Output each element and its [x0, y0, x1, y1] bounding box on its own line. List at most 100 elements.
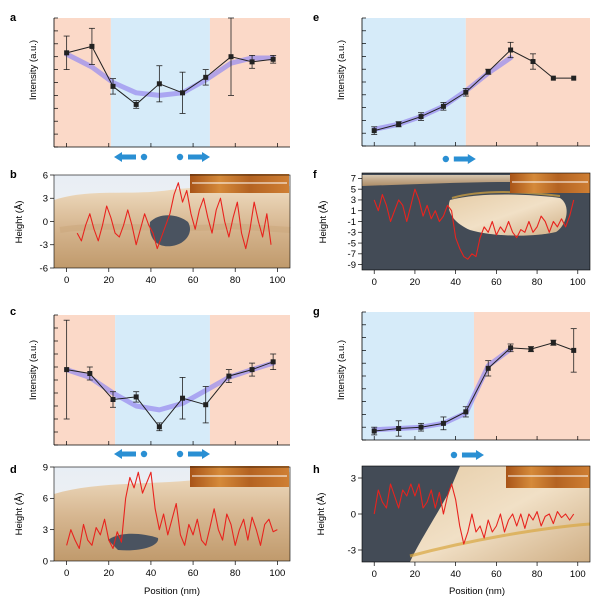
arrow-right-e [453, 154, 476, 164]
y-tick-label-d-1: 3 [43, 525, 48, 536]
y-tick-label-d-2: 6 [43, 494, 48, 505]
region-g-1 [473, 312, 590, 440]
x-tick-label-h-2: 40 [450, 569, 461, 580]
data-point-g-9 [571, 347, 577, 353]
region-c-0 [54, 315, 116, 445]
x-tick-label-f-4: 80 [532, 277, 543, 288]
data-point-e-1 [396, 121, 402, 127]
x-tick-label-h-5: 100 [570, 569, 586, 580]
height-trace-d [66, 471, 278, 550]
fit-curve-a [64, 51, 276, 98]
arrow-dot-e-0 [442, 155, 450, 163]
y-tick-label-f-7: 5 [351, 184, 356, 195]
region-c-1 [115, 315, 210, 445]
x-tick-label-f-0: 0 [372, 277, 377, 288]
data-point-c-9 [270, 359, 276, 365]
data-point-g-8 [550, 340, 556, 346]
panel-letter-f: f [313, 169, 317, 181]
data-point-c-0 [64, 367, 70, 373]
arrow-left-a [114, 152, 136, 162]
y-tick-label-b-1: -3 [40, 240, 48, 251]
y-tick-label-f-4: -1 [348, 217, 356, 228]
x-axis-title-d: Position (nm) [144, 586, 200, 597]
x-tick-label-b-5: 100 [269, 275, 285, 286]
y-tick-label-b-3: 3 [43, 194, 48, 205]
region-g-0 [362, 312, 474, 440]
x-tick-label-b-0: 0 [64, 275, 69, 286]
y-tick-label-f-1: -7 [348, 249, 356, 260]
x-tick-label-b-4: 80 [230, 275, 241, 286]
data-point-c-6 [203, 402, 209, 408]
y-tick-label-h-0: -3 [348, 545, 356, 556]
x-tick-label-b-1: 20 [103, 275, 114, 286]
x-tick-label-d-4: 80 [230, 568, 241, 579]
data-point-a-9 [270, 56, 276, 62]
region-a-2 [209, 18, 290, 147]
height-trace-b [76, 182, 272, 250]
y-axis-title-c: Intensity (a.u.) [28, 340, 39, 400]
data-point-g-7 [528, 346, 534, 352]
data-point-a-7 [228, 54, 234, 60]
y-tick-label-f-3: -3 [348, 228, 356, 239]
panel-letter-a: a [10, 12, 17, 24]
arrow-right-a [188, 152, 210, 162]
x-tick-label-h-4: 80 [532, 569, 543, 580]
y-axis-title-b: Height (Å) [14, 201, 25, 244]
arrow-right-c [188, 449, 210, 459]
data-point-c-5 [180, 395, 186, 401]
data-point-e-7 [530, 59, 536, 65]
data-point-e-8 [550, 75, 556, 81]
arrow-dot-g-0 [450, 451, 458, 459]
fit-curve-c [64, 360, 276, 413]
x-axis-title-h: Position (nm) [449, 586, 505, 597]
data-point-g-1 [396, 425, 402, 431]
height-trace-f [373, 188, 575, 260]
x-tick-label-d-3: 60 [188, 568, 199, 579]
surface-render-d [54, 467, 290, 561]
x-tick-label-b-3: 60 [188, 275, 199, 286]
y-axis-title-e: Intensity (a.u.) [336, 40, 347, 100]
arrow-right-g [461, 450, 484, 460]
region-e-1 [465, 18, 590, 146]
data-point-e-4 [463, 89, 469, 95]
y-tick-label-f-5: 1 [351, 206, 356, 217]
panel-letter-c: c [10, 306, 16, 318]
x-tick-label-f-5: 100 [570, 277, 586, 288]
data-point-e-6 [508, 47, 514, 53]
data-point-a-8 [249, 59, 255, 65]
data-point-e-9 [571, 75, 577, 81]
data-point-e-2 [418, 114, 424, 120]
y-axis-title-g: Intensity (a.u.) [336, 340, 347, 400]
data-line-g [374, 342, 574, 432]
panel-letter-d: d [10, 464, 17, 476]
x-tick-label-d-2: 40 [146, 568, 157, 579]
data-point-e-0 [371, 128, 377, 134]
data-point-e-5 [485, 69, 491, 75]
data-point-a-2 [110, 83, 116, 89]
data-point-g-4 [463, 409, 469, 415]
arrow-dot-c-0 [140, 450, 148, 458]
panel-a [53, 17, 290, 162]
data-point-a-5 [180, 90, 186, 96]
arrow-dot-a-1 [176, 153, 184, 161]
data-point-c-7 [226, 373, 232, 379]
x-tick-label-d-5: 100 [269, 568, 285, 579]
x-tick-label-d-0: 0 [64, 568, 69, 579]
data-point-g-6 [508, 345, 514, 351]
y-axis-title-d: Height (Å) [14, 493, 25, 536]
panel-letter-h: h [313, 464, 320, 476]
y-axis-title-f: Height (Å) [318, 201, 329, 244]
data-point-c-1 [87, 371, 93, 376]
arrow-dot-a-0 [140, 153, 148, 161]
panel-letter-b: b [10, 169, 17, 181]
x-tick-label-f-3: 60 [491, 277, 502, 288]
y-axis-title-a: Intensity (a.u.) [28, 40, 39, 100]
y-tick-label-h-2: 3 [351, 473, 356, 484]
y-tick-label-b-4: 6 [43, 170, 48, 181]
x-tick-label-d-1: 20 [103, 568, 114, 579]
data-point-c-8 [249, 367, 255, 373]
data-point-a-3 [133, 101, 139, 107]
